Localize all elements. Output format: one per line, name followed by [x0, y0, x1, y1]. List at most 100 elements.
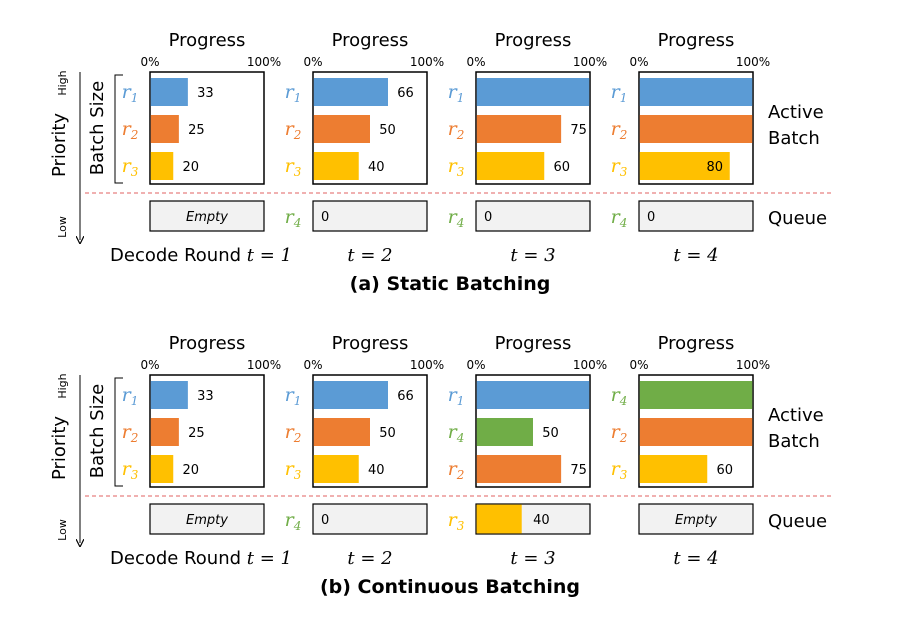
decode-round-label: t = 2	[347, 245, 392, 266]
queue-label: Queue	[768, 208, 827, 229]
tick-100-label: 100%	[736, 55, 770, 69]
decode-round-4: Progress 0% 100% r1 r2 r3 80 r4 0 t = 4	[611, 30, 771, 266]
decode-round-1: Progress 0% 100% r1 33 r2 25 r3 20 Empty Decode Ro…	[110, 30, 292, 266]
batch-size-bracket	[114, 74, 123, 184]
progress-bar-r1	[313, 78, 388, 106]
queue-box	[149, 503, 265, 535]
tick-0-label: 0%	[140, 55, 159, 69]
decode-round-label: Decode Round t = 1	[110, 548, 292, 569]
tick-0-label: 0%	[303, 358, 322, 372]
queue-value-label: 40	[533, 513, 550, 528]
decode-round-t: t = 2	[347, 548, 392, 569]
queue-box	[638, 200, 754, 232]
request-label-r2: r2	[611, 118, 628, 142]
request-subscript: 4	[619, 394, 628, 408]
request-subscript: 2	[619, 128, 628, 142]
progress-bar-r3	[476, 152, 545, 180]
request-subscript: 1	[457, 91, 465, 105]
request-label-r1: r1	[122, 81, 139, 105]
queue-box	[312, 200, 428, 232]
progress-bar-r2	[639, 418, 753, 446]
decode-round-label: t = 2	[347, 548, 392, 569]
decode-round-label: t = 3	[510, 245, 555, 266]
request-subscript: 4	[619, 216, 628, 230]
request-subscript: 1	[294, 91, 302, 105]
request-label-r2: r2	[285, 421, 302, 445]
decode-round-t: t = 4	[673, 548, 718, 569]
request-label-r3: r3	[448, 155, 465, 179]
progress-bar-r2	[150, 418, 179, 446]
progress-value-label: 66	[397, 86, 414, 101]
progress-bar-r2	[313, 418, 370, 446]
request-label-r3: r3	[611, 458, 628, 482]
request-subscript: 3	[620, 165, 628, 179]
request-subscript: 3	[131, 165, 139, 179]
batch-size-label: Batch Size	[87, 384, 108, 478]
request-label-r4: r4	[448, 421, 465, 445]
request-label-r3: r3	[611, 155, 628, 179]
progress-bar-r1	[150, 381, 188, 409]
decode-round-label: t = 3	[510, 548, 555, 569]
progress-header: Progress	[332, 30, 409, 51]
request-subscript: 3	[457, 519, 465, 533]
progress-bar-r1	[476, 78, 590, 106]
section-static-batching: High Low Priority Batch Size Active Batch Queu…	[49, 30, 832, 295]
request-subscript: 1	[620, 91, 628, 105]
request-label-r1: r1	[285, 81, 302, 105]
progress-bar-r3	[150, 152, 174, 180]
active-batch-label-line1: Active	[768, 102, 824, 123]
request-subscript: 1	[457, 394, 465, 408]
decode-round-4: Progress 0% 100% r4 r2 r3 60 Empty t = 4	[611, 333, 771, 569]
request-label-r2: r2	[448, 458, 465, 482]
queue-box	[475, 200, 591, 232]
request-label-r1: r1	[448, 384, 465, 408]
tick-100-label: 100%	[573, 55, 607, 69]
queue-value-label: 0	[321, 210, 329, 225]
queue-box	[149, 200, 265, 232]
request-label-r1: r1	[611, 81, 628, 105]
request-label-r3: r3	[285, 458, 302, 482]
request-subscript: 2	[293, 128, 302, 142]
tick-0-label: 0%	[629, 55, 648, 69]
progress-bar-r3	[313, 152, 359, 180]
progress-header: Progress	[169, 333, 246, 354]
request-subscript: 2	[130, 431, 139, 445]
progress-value-label: 33	[197, 86, 214, 101]
tick-100-label: 100%	[410, 358, 444, 372]
progress-value-label: 20	[183, 160, 200, 175]
decode-round-t: t = 4	[673, 245, 718, 266]
progress-value-label: 75	[570, 123, 587, 138]
decode-round-3: Progress 0% 100% r1 r4 50 r2 75 r3 40 t = 3	[448, 333, 608, 569]
queue-box	[638, 503, 754, 535]
progress-value-label: 25	[188, 123, 205, 138]
queue-value-label: 0	[484, 210, 492, 225]
progress-bar-r1	[150, 78, 188, 106]
tick-100-label: 100%	[247, 55, 281, 69]
request-subscript: 1	[131, 91, 139, 105]
decode-round-t: t = 1	[247, 548, 292, 569]
progress-header: Progress	[332, 333, 409, 354]
progress-bar-r4	[639, 381, 753, 409]
progress-value-label: 40	[368, 160, 385, 175]
request-label-r2: r2	[285, 118, 302, 142]
active-batch-label-line2: Batch	[768, 128, 820, 149]
tick-100-label: 100%	[736, 358, 770, 372]
progress-bar-r1	[476, 381, 590, 409]
request-label-r4: r4	[611, 206, 628, 230]
progress-value-label: 75	[570, 463, 587, 478]
progress-value-label: 60	[717, 463, 734, 478]
decode-round-2: Progress 0% 100% r1 66 r2 50 r3 40 r4 0 t = 2	[285, 333, 445, 569]
queue-empty-label: Empty	[186, 210, 228, 225]
progress-header: Progress	[495, 333, 572, 354]
section-caption: (a) Static Batching	[350, 273, 551, 295]
progress-value-label: 50	[542, 426, 559, 441]
priority-low-label: Low	[56, 519, 69, 541]
request-label-r4: r4	[285, 206, 302, 230]
progress-bar-r3	[639, 152, 730, 180]
progress-header: Progress	[495, 30, 572, 51]
request-subscript: 2	[293, 431, 302, 445]
request-subscript: 3	[131, 468, 139, 482]
tick-100-label: 100%	[247, 358, 281, 372]
request-label-r2: r2	[122, 421, 139, 445]
